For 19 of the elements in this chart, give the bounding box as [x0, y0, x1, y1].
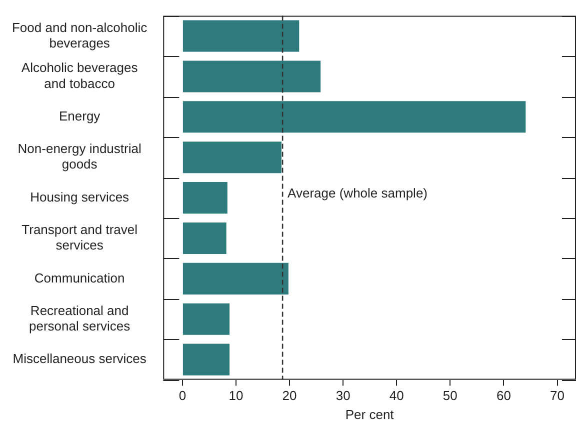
- x-tick-label: 30: [336, 388, 350, 404]
- x-tick-label: 40: [389, 388, 404, 404]
- x-axis-title: Per cent: [345, 406, 394, 422]
- y-tick-label: Recreational and personal services: [28, 302, 131, 334]
- y-tick-label: Non-energy industrial goods: [18, 141, 142, 172]
- ref-line-label: Average (whole sample): [288, 186, 428, 201]
- y-tick-label: Miscellaneous services: [12, 351, 147, 366]
- y-tick-label: Housing services: [30, 189, 130, 204]
- y-tick-label: Energy: [58, 108, 101, 124]
- y-tick-label: Transport and travel services: [22, 222, 138, 253]
- x-tick-label: 20: [282, 388, 297, 404]
- x-tick-label: 50: [442, 388, 458, 404]
- x-tick-label: 60: [496, 388, 511, 404]
- y-tick-label: Alcoholic beverages and tobacco: [21, 60, 138, 91]
- y-tick-label: Communication: [34, 270, 125, 286]
- x-tick-label: 70: [550, 388, 564, 404]
- x-tick-label: 10: [228, 388, 244, 404]
- x-tick-label: 0: [178, 388, 186, 404]
- y-tick-label: Food and non-alcoholic beverages: [12, 20, 148, 50]
